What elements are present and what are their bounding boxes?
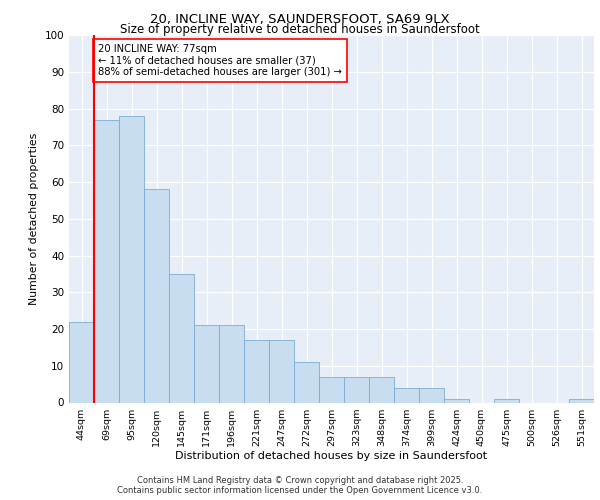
Bar xyxy=(419,388,443,402)
Bar xyxy=(295,362,319,403)
Text: 20 INCLINE WAY: 77sqm
← 11% of detached houses are smaller (37)
88% of semi-deta: 20 INCLINE WAY: 77sqm ← 11% of detached … xyxy=(98,44,341,78)
Bar xyxy=(145,190,169,402)
X-axis label: Distribution of detached houses by size in Saundersfoot: Distribution of detached houses by size … xyxy=(175,452,488,462)
Bar xyxy=(169,274,194,402)
Bar xyxy=(569,399,593,402)
Bar xyxy=(194,326,218,402)
Bar xyxy=(269,340,293,402)
Bar xyxy=(244,340,269,402)
Y-axis label: Number of detached properties: Number of detached properties xyxy=(29,132,39,305)
Bar xyxy=(370,377,394,402)
Bar xyxy=(394,388,419,402)
Bar xyxy=(70,322,94,402)
Bar xyxy=(319,377,344,402)
Bar xyxy=(220,326,244,402)
Bar xyxy=(344,377,368,402)
Bar xyxy=(494,399,518,402)
Bar xyxy=(445,399,469,402)
Bar xyxy=(119,116,143,403)
Bar xyxy=(94,120,119,403)
Text: Contains HM Land Registry data © Crown copyright and database right 2025.
Contai: Contains HM Land Registry data © Crown c… xyxy=(118,476,482,495)
Text: 20, INCLINE WAY, SAUNDERSFOOT, SA69 9LX: 20, INCLINE WAY, SAUNDERSFOOT, SA69 9LX xyxy=(150,12,450,26)
Text: Size of property relative to detached houses in Saundersfoot: Size of property relative to detached ho… xyxy=(120,22,480,36)
